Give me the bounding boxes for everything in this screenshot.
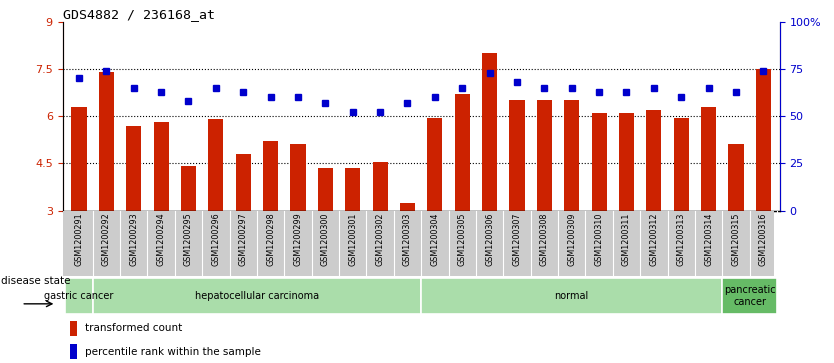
Text: GSM1200292: GSM1200292 xyxy=(102,212,111,266)
Bar xyxy=(93,278,421,314)
Text: GSM1200294: GSM1200294 xyxy=(157,212,166,266)
Bar xyxy=(619,113,634,211)
Bar xyxy=(565,101,580,211)
Bar xyxy=(510,101,525,211)
Text: normal: normal xyxy=(555,291,589,301)
Text: GSM1200312: GSM1200312 xyxy=(650,212,658,266)
Bar xyxy=(208,119,224,211)
Text: pancreatic
cancer: pancreatic cancer xyxy=(724,285,776,307)
Text: GSM1200298: GSM1200298 xyxy=(266,212,275,266)
Text: gastric cancer: gastric cancer xyxy=(44,291,113,301)
Bar xyxy=(728,144,744,211)
Text: GSM1200316: GSM1200316 xyxy=(759,212,768,266)
Text: GSM1200309: GSM1200309 xyxy=(567,212,576,266)
Bar xyxy=(421,278,722,314)
Text: GSM1200305: GSM1200305 xyxy=(458,212,467,266)
Text: GSM1200306: GSM1200306 xyxy=(485,212,494,266)
Bar xyxy=(98,72,114,211)
Bar xyxy=(722,278,777,314)
Text: GSM1200313: GSM1200313 xyxy=(676,212,686,266)
Text: disease state: disease state xyxy=(1,276,70,286)
Text: GSM1200302: GSM1200302 xyxy=(375,212,384,266)
Bar xyxy=(263,141,278,211)
Bar xyxy=(153,122,168,211)
Text: hepatocellular carcinoma: hepatocellular carcinoma xyxy=(195,291,319,301)
Text: GSM1200311: GSM1200311 xyxy=(622,212,631,266)
Bar xyxy=(455,94,470,211)
Text: GSM1200304: GSM1200304 xyxy=(430,212,440,266)
Bar xyxy=(373,162,388,211)
Bar xyxy=(427,118,442,211)
Text: GSM1200295: GSM1200295 xyxy=(184,212,193,266)
Text: transformed count: transformed count xyxy=(84,323,182,333)
Text: GSM1200307: GSM1200307 xyxy=(512,212,521,266)
Bar xyxy=(701,107,716,211)
Text: GSM1200301: GSM1200301 xyxy=(349,212,357,266)
Text: GSM1200314: GSM1200314 xyxy=(704,212,713,266)
Bar xyxy=(756,69,771,211)
Bar xyxy=(591,113,606,211)
Bar xyxy=(482,53,497,211)
Bar xyxy=(236,154,251,211)
Text: GSM1200299: GSM1200299 xyxy=(294,212,303,266)
Text: GSM1200315: GSM1200315 xyxy=(731,212,741,266)
Text: GSM1200296: GSM1200296 xyxy=(211,212,220,266)
Text: GSM1200303: GSM1200303 xyxy=(403,212,412,266)
Bar xyxy=(400,203,415,211)
Bar xyxy=(70,321,78,336)
Bar xyxy=(345,168,360,211)
Bar xyxy=(537,101,552,211)
Text: GSM1200300: GSM1200300 xyxy=(321,212,330,266)
Text: GSM1200293: GSM1200293 xyxy=(129,212,138,266)
Bar xyxy=(181,167,196,211)
Text: GSM1200291: GSM1200291 xyxy=(74,212,83,266)
Bar xyxy=(72,107,87,211)
Text: GSM1200310: GSM1200310 xyxy=(595,212,604,266)
Text: GDS4882 / 236168_at: GDS4882 / 236168_at xyxy=(63,8,214,21)
Text: percentile rank within the sample: percentile rank within the sample xyxy=(84,347,260,357)
Text: GSM1200308: GSM1200308 xyxy=(540,212,549,266)
Bar xyxy=(126,126,141,211)
Bar xyxy=(318,168,333,211)
Bar xyxy=(646,110,661,211)
Bar xyxy=(674,118,689,211)
Bar xyxy=(70,344,78,359)
Bar xyxy=(65,278,93,314)
Bar xyxy=(290,144,305,211)
Text: GSM1200297: GSM1200297 xyxy=(239,212,248,266)
